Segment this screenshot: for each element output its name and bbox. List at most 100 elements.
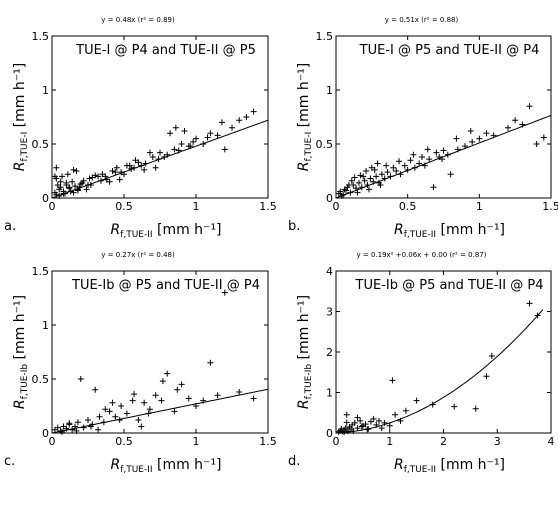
data-point — [343, 411, 350, 418]
data-point — [74, 419, 81, 426]
data-point — [358, 423, 365, 430]
data-point — [172, 124, 179, 131]
data-point — [106, 408, 113, 415]
data-point — [250, 395, 257, 402]
data-point — [348, 177, 355, 184]
x-tick-label: 0.5 — [115, 435, 133, 448]
data-point — [187, 143, 194, 150]
data-point — [92, 386, 99, 393]
data-point — [200, 141, 207, 147]
data-point — [370, 178, 377, 185]
data-point — [373, 421, 380, 428]
data-point — [387, 173, 394, 180]
x-tick-label: 0.5 — [399, 200, 417, 213]
data-point — [171, 408, 178, 415]
data-point — [116, 176, 123, 183]
fit-line — [335, 309, 544, 434]
data-point — [149, 153, 156, 160]
data-point — [351, 419, 358, 426]
data-point — [354, 414, 361, 421]
data-point — [73, 168, 80, 174]
data-point — [70, 189, 77, 196]
y-axis-label: Rf,TUE-I [mm h⁻¹] — [12, 63, 30, 171]
x-tick-label: 1 — [193, 200, 200, 213]
plot-frame — [335, 35, 552, 199]
panel-3: 0 0.5 1 1.5 0 0.5 1 1.5 y = 0.27x (r² = 0.48) TUE… — [4, 251, 277, 475]
data-point — [381, 175, 388, 182]
data-point — [367, 418, 374, 425]
data-point — [121, 171, 127, 178]
x-tick-label: 0.5 — [115, 200, 133, 213]
data-point — [374, 160, 381, 167]
data-point — [66, 420, 73, 427]
fit-line — [335, 114, 552, 199]
data-point — [97, 177, 104, 184]
data-point — [483, 373, 490, 380]
data-point — [519, 121, 526, 128]
y-tick-label: 1 — [42, 319, 49, 332]
data-point — [401, 162, 408, 169]
y-tick-label: 0 — [326, 192, 333, 205]
data-point — [378, 425, 385, 432]
data-point — [488, 353, 495, 360]
data-point — [533, 141, 540, 147]
data-point — [56, 192, 63, 199]
y-tick-label: 0 — [42, 427, 49, 440]
data-point — [512, 117, 519, 124]
data-point — [419, 153, 425, 160]
y-tick-label: 0 — [42, 192, 49, 205]
inner-title: TUE-I @ P4 and TUE-II @ P5 — [75, 43, 256, 58]
data-point — [77, 376, 84, 382]
data-point — [59, 173, 66, 180]
data-point — [444, 151, 451, 158]
data-point — [483, 130, 490, 137]
data-point — [53, 191, 60, 198]
data-point — [236, 117, 243, 124]
data-point — [243, 114, 250, 120]
data-point — [367, 175, 374, 182]
data-point — [218, 119, 225, 126]
fit-equation: y = 0.51x (r² = 0.88) — [385, 16, 459, 24]
data-point — [193, 403, 199, 409]
data-point — [57, 178, 64, 185]
data-point — [383, 162, 390, 169]
data-point — [364, 426, 371, 433]
y-tick-label: 4 — [326, 265, 333, 278]
data-point — [76, 184, 83, 191]
data-point — [341, 429, 348, 436]
data-point — [467, 128, 474, 135]
x-tick-label: 4 — [548, 435, 555, 448]
y-tick-label: 0.5 — [316, 138, 334, 151]
data-point — [95, 173, 102, 180]
x-tick-label: 0 — [333, 435, 340, 448]
y-tick-label: 1 — [326, 387, 333, 400]
inner-title: TUE-Ib @ P5 and TUE-II @ P4 — [71, 278, 260, 293]
x-tick-label: 1.5 — [259, 200, 277, 213]
data-point — [393, 168, 400, 174]
y-tick-label: 3 — [326, 306, 333, 319]
data-point — [69, 426, 76, 433]
data-point — [178, 141, 185, 147]
data-point — [152, 164, 159, 171]
data-point — [73, 427, 80, 434]
data-point — [204, 134, 211, 141]
data-point — [54, 424, 61, 431]
data-point — [85, 417, 91, 424]
data-point — [146, 406, 153, 413]
data-point — [159, 378, 166, 385]
data-point — [221, 146, 228, 153]
data-point — [214, 132, 221, 139]
panel-label: d. — [288, 454, 300, 469]
panel-1: 0 0.5 1 1.5 0 0.5 1 1.5 y = 0.48x (r² = 0.89) TUE… — [4, 16, 277, 240]
data-point — [74, 187, 81, 194]
data-point — [102, 173, 109, 180]
data-point — [167, 130, 174, 137]
data-point — [351, 174, 358, 181]
data-point — [376, 417, 382, 424]
y-tick-label: 0.5 — [32, 138, 50, 151]
data-point — [138, 162, 145, 169]
data-point — [426, 156, 433, 163]
data-point — [411, 164, 418, 171]
data-point — [364, 182, 371, 189]
panel-4: 0 1 2 3 4 0 1 2 3 4 y = 0.19x² +0.06x + 0.00 (r² =… — [288, 251, 555, 475]
